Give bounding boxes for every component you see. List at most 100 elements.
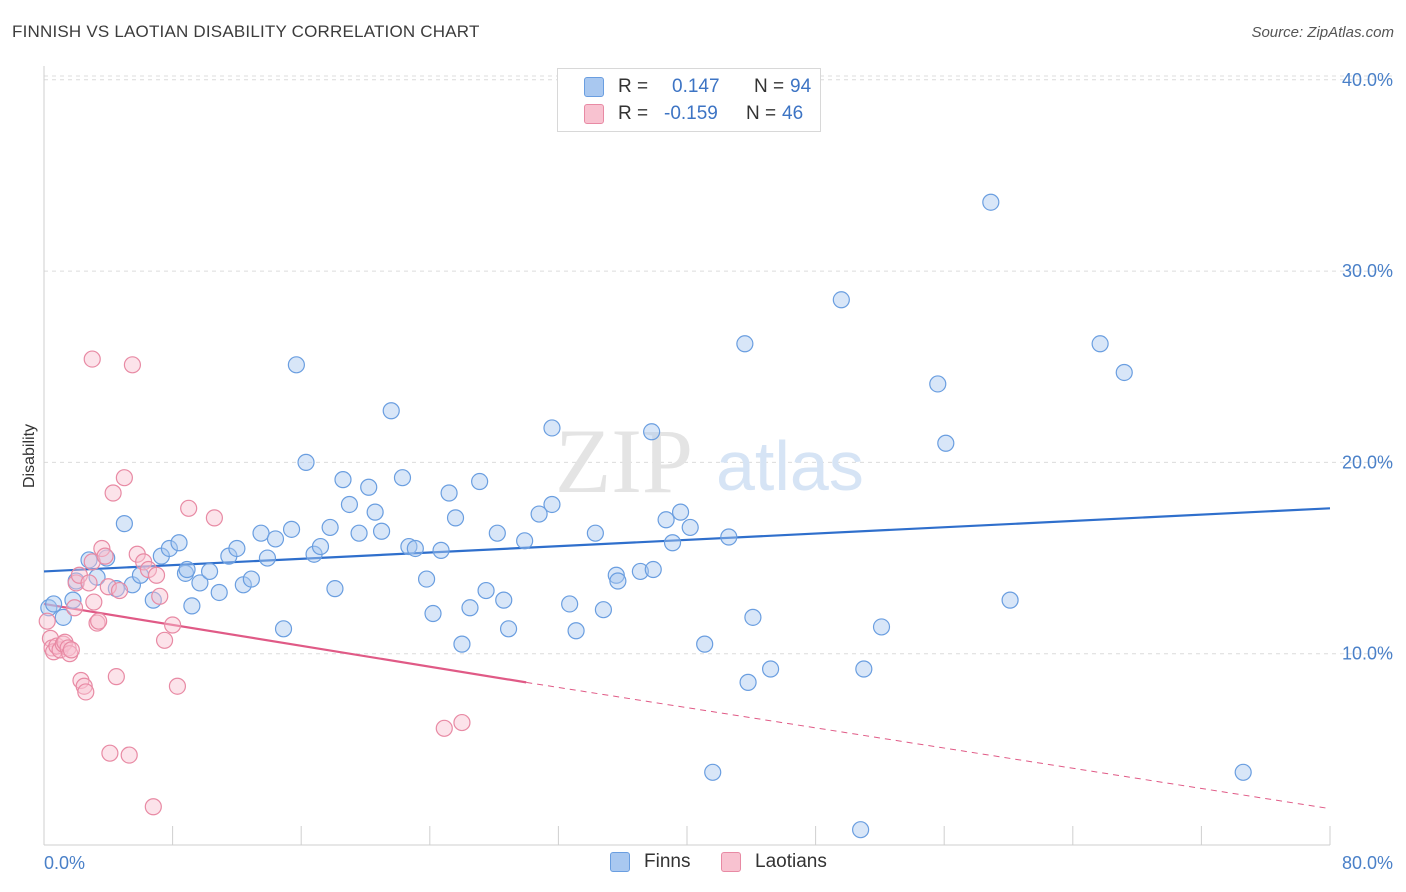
- finns-point: [406, 539, 424, 558]
- finns-point: [453, 635, 471, 653]
- finns-point: [477, 581, 495, 600]
- finns-point: [1115, 363, 1133, 382]
- legend-row-finns: R = 0.147 N = 94: [584, 74, 811, 100]
- laotians-point: [147, 566, 166, 584]
- finns-point: [937, 434, 955, 452]
- finns-n-value: 94: [790, 76, 812, 97]
- y-tick-label: 10.0%: [1342, 644, 1393, 664]
- laotians-point: [453, 713, 471, 732]
- finns-point: [744, 608, 762, 626]
- finns-point: [340, 495, 359, 514]
- laotians-trend-line: [43, 602, 527, 684]
- finns-point: [191, 574, 209, 592]
- finns-point: [516, 532, 534, 550]
- laotians-point: [144, 798, 162, 816]
- finns-point: [200, 562, 219, 581]
- finns-point: [644, 560, 662, 579]
- laotians-swatch: [584, 104, 604, 124]
- finns-point: [160, 539, 178, 558]
- finns-point: [360, 478, 378, 496]
- finns-point: [561, 595, 579, 613]
- finns-point: [287, 356, 305, 374]
- finns-point: [1234, 763, 1252, 781]
- finns-point: [115, 515, 133, 533]
- laotians-point: [38, 612, 56, 630]
- laotians-point: [123, 356, 142, 374]
- finns-point: [321, 518, 339, 537]
- laotians-point: [77, 683, 95, 701]
- x-tick-label-min: 0.0%: [44, 853, 85, 873]
- data-points: [38, 193, 1252, 839]
- finns-point: [631, 562, 649, 581]
- finns-point: [242, 570, 260, 588]
- finns-point: [228, 539, 246, 558]
- trend-lines: [43, 507, 1331, 810]
- chart-title: FINNISH VS LAOTIAN DISABILITY CORRELATIO…: [12, 22, 480, 41]
- finns-point: [681, 518, 699, 537]
- finns-point: [350, 524, 368, 542]
- finns-point: [311, 537, 330, 556]
- finns-point: [252, 524, 270, 542]
- finns-point: [872, 618, 891, 636]
- watermark-zip: ZIP: [555, 410, 693, 512]
- finns-point: [704, 763, 722, 781]
- laotians-point: [435, 719, 453, 737]
- finns-point: [461, 599, 479, 617]
- finns-point: [297, 453, 315, 471]
- laotians-legend-label: Laotians: [755, 851, 827, 872]
- finns-r-value: 0.147: [672, 76, 720, 97]
- laotians-trend-extension: [526, 681, 1331, 810]
- laotians-point: [99, 578, 117, 596]
- laotians-point: [168, 677, 187, 695]
- laotians-point: [104, 484, 122, 502]
- finns-point: [440, 484, 458, 502]
- legend-item-laotians[interactable]: Laotians: [721, 851, 827, 873]
- finns-point: [326, 580, 344, 598]
- finns-point: [736, 335, 754, 353]
- laotians-point: [180, 499, 198, 517]
- laotians-point: [107, 668, 125, 686]
- finns-point: [855, 660, 873, 678]
- finns-point: [832, 291, 850, 309]
- finns-point: [1001, 591, 1019, 609]
- finns-point: [495, 591, 513, 609]
- finns-point: [334, 471, 352, 489]
- y-tick-label: 30.0%: [1342, 261, 1393, 281]
- finns-r-label: R =: [618, 76, 649, 97]
- laotians-legend-swatch: [721, 852, 741, 872]
- laotians-point: [90, 612, 108, 630]
- laotians-r-label: R =: [618, 103, 649, 124]
- finns-swatch: [584, 77, 604, 97]
- laotians-point: [65, 599, 84, 617]
- finns-point: [446, 509, 465, 527]
- finns-point: [1091, 335, 1109, 353]
- laotians-n-label: N =: [746, 103, 777, 124]
- finns-legend-swatch: [610, 852, 630, 872]
- legend-row-laotians: R = -0.159 N = 46: [584, 101, 803, 127]
- finns-point: [417, 570, 436, 588]
- finns-point: [643, 423, 661, 441]
- laotians-point: [101, 744, 119, 762]
- finns-point: [761, 660, 780, 678]
- laotians-point: [85, 593, 103, 611]
- legend-item-finns[interactable]: Finns: [610, 851, 690, 873]
- finns-point: [45, 595, 63, 613]
- finns-point: [499, 620, 518, 638]
- laotians-point: [62, 641, 80, 659]
- finns-point: [530, 505, 548, 523]
- x-tick-label-max: 80.0%: [1342, 853, 1393, 873]
- finns-point: [488, 524, 506, 542]
- laotians-point: [164, 616, 182, 634]
- y-axis-label: Disability: [21, 424, 38, 488]
- finns-point: [543, 419, 561, 437]
- finns-point: [210, 583, 228, 602]
- laotians-point: [83, 350, 101, 368]
- grid-lines: [44, 75, 1393, 655]
- finns-point: [739, 673, 757, 691]
- watermark-atlas: atlas: [716, 427, 864, 505]
- laotians-point: [110, 581, 129, 600]
- laotians-r-value: -0.159: [664, 103, 718, 124]
- laotians-point: [151, 587, 169, 605]
- finns-point: [696, 635, 714, 653]
- finns-point: [170, 534, 188, 552]
